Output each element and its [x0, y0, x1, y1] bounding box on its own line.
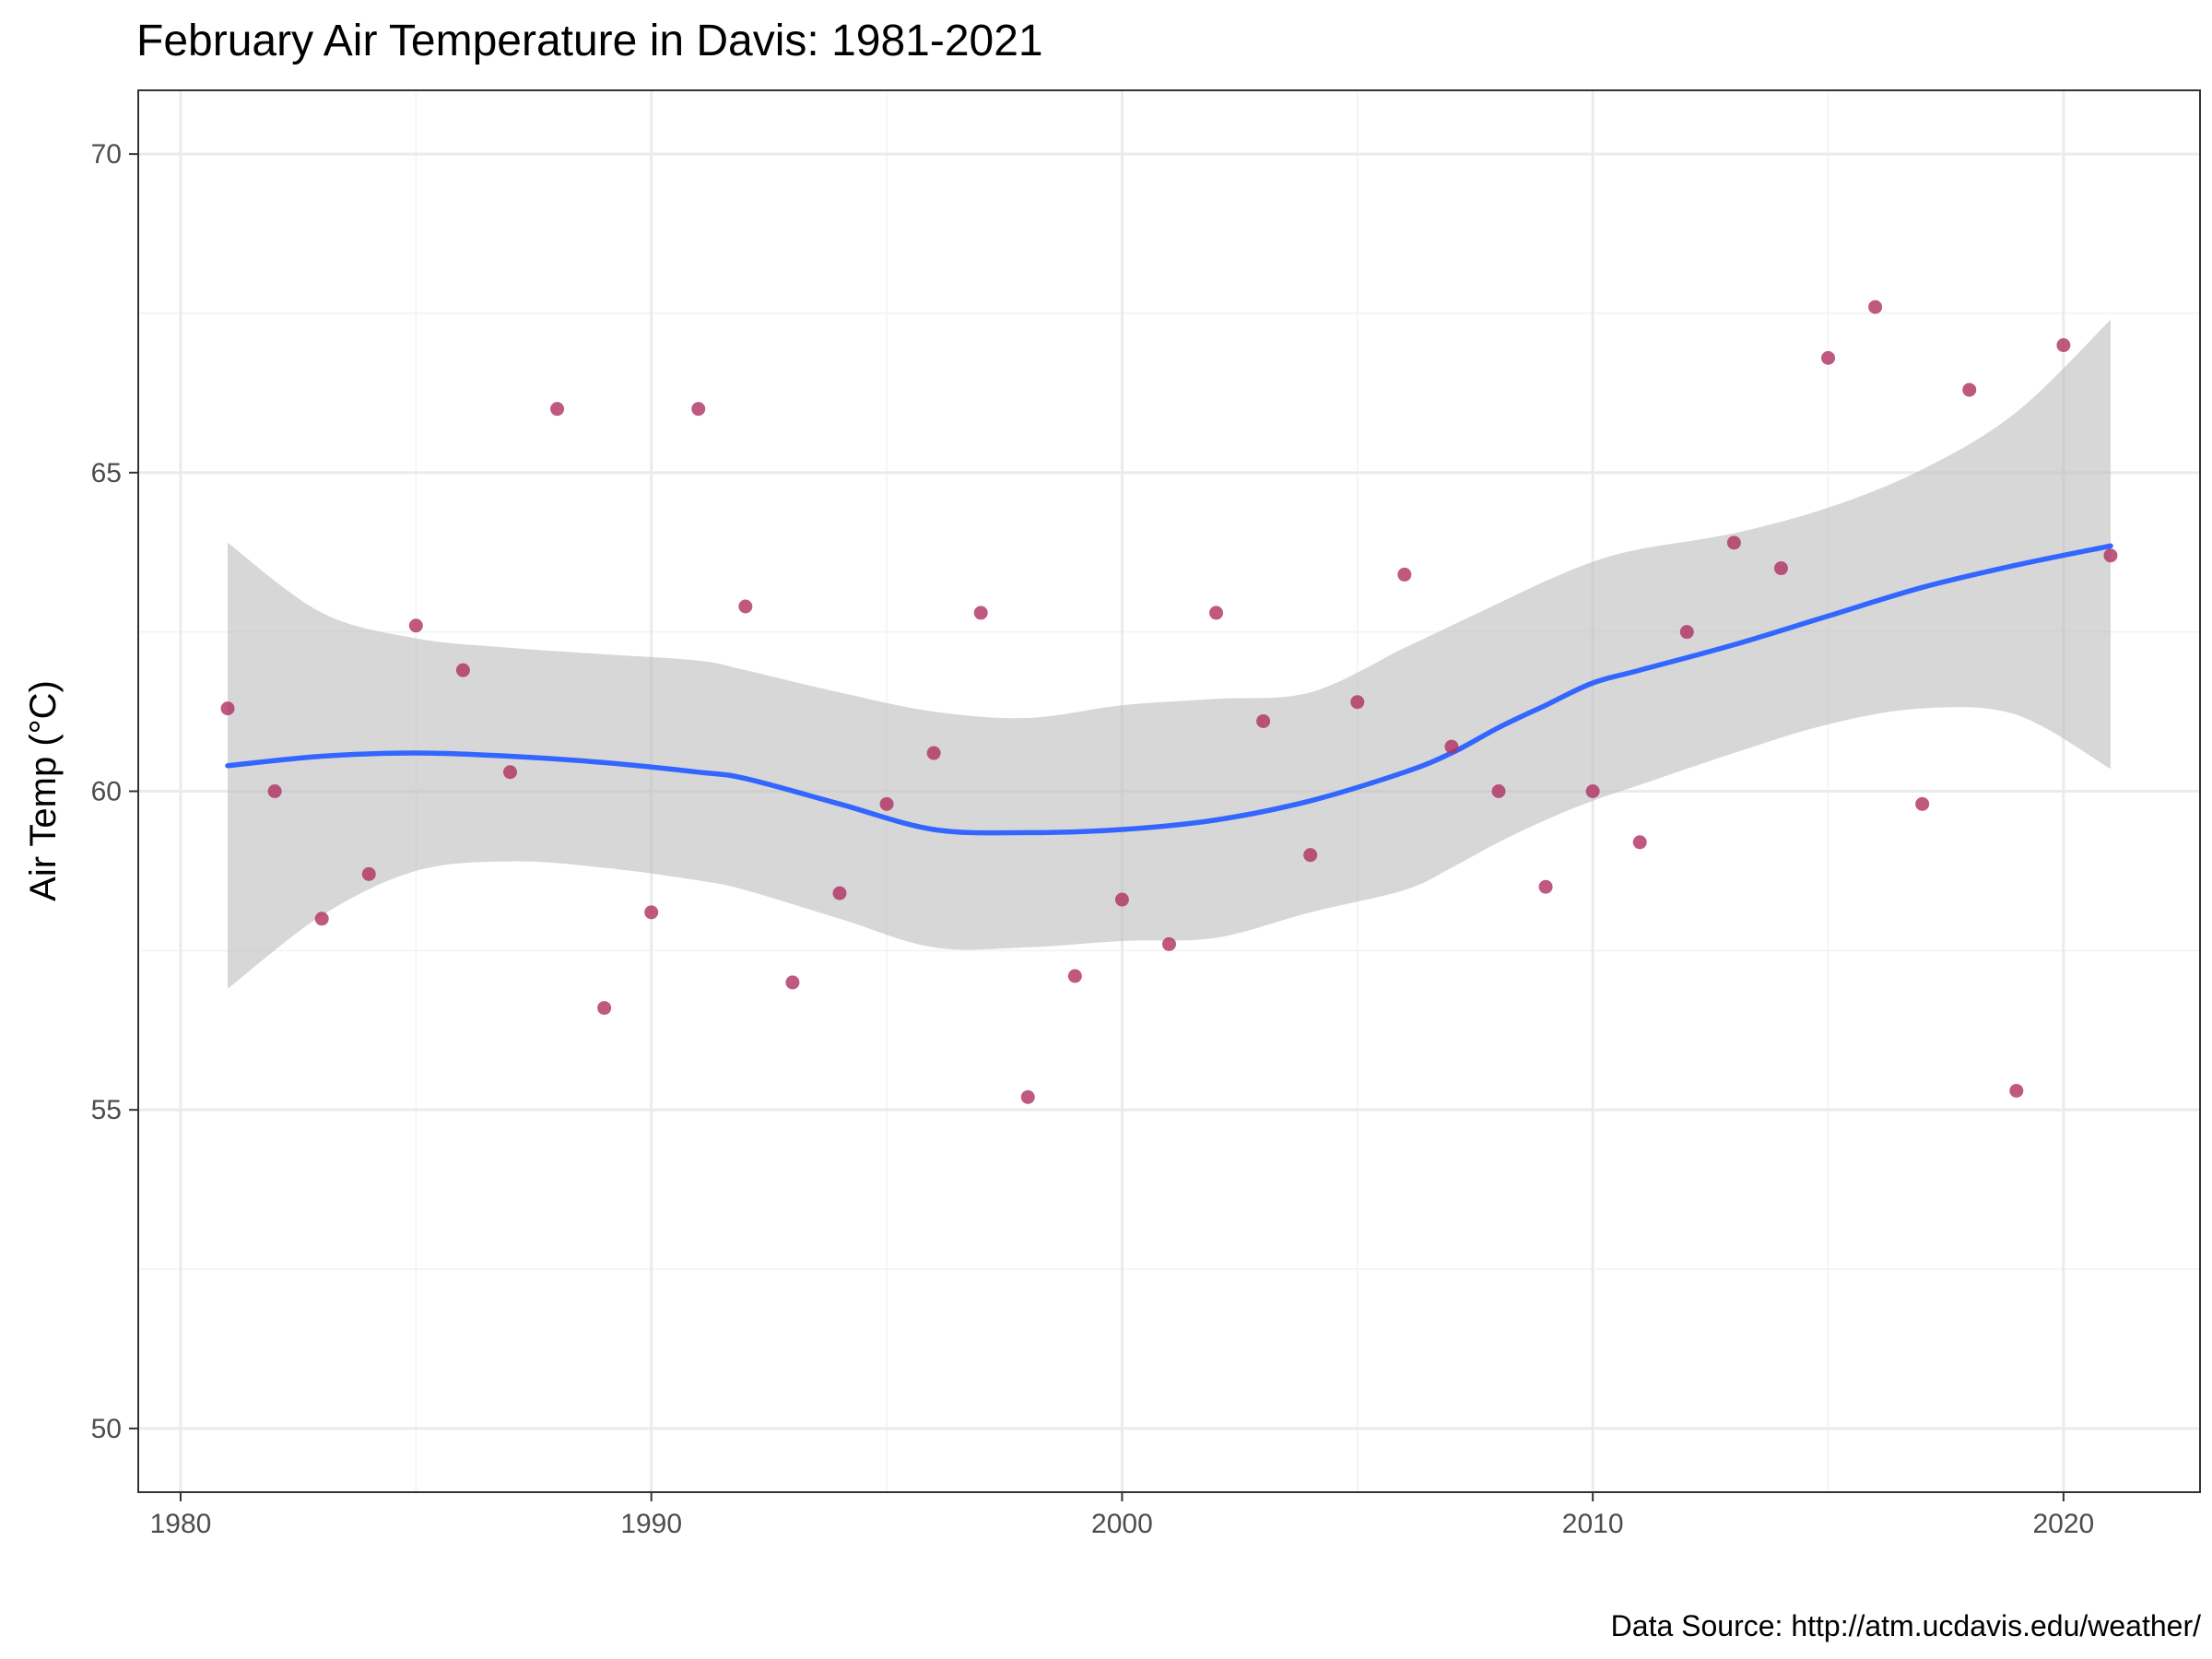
- x-tick-label: 1980: [150, 1509, 212, 1539]
- x-tick-label: 2020: [2033, 1509, 2095, 1539]
- data-point: [597, 1001, 612, 1016]
- confidence-ribbon: [228, 319, 2111, 989]
- y-tick-label: 50: [91, 1414, 122, 1444]
- chart-title: February Air Temperature in Davis: 1981-…: [136, 17, 1043, 65]
- data-point: [1726, 535, 1741, 550]
- data-point: [2009, 1083, 2024, 1098]
- y-tick-label: 55: [91, 1095, 122, 1125]
- x-tick-label: 2000: [1091, 1509, 1153, 1539]
- data-point: [314, 912, 329, 926]
- data-point: [2103, 548, 2118, 563]
- data-point: [1679, 625, 1694, 640]
- x-tick-label: 2010: [1562, 1509, 1624, 1539]
- data-point: [1209, 606, 1224, 620]
- data-point: [1962, 382, 1977, 397]
- data-point: [1114, 892, 1129, 907]
- data-point: [361, 866, 376, 881]
- data-point: [502, 765, 517, 780]
- data-point: [785, 975, 800, 990]
- data-point: [1632, 835, 1647, 850]
- data-point: [455, 663, 470, 677]
- x-axis: 1980 1990 2000 2010 2020: [150, 1492, 2095, 1539]
- data-point: [691, 402, 706, 417]
- data-point: [1915, 796, 1930, 811]
- data-point: [1067, 969, 1082, 983]
- data-point: [267, 784, 282, 798]
- data-point: [1868, 300, 1883, 314]
- data-point: [1256, 713, 1271, 728]
- data-point: [1350, 695, 1365, 710]
- data-point: [1773, 561, 1788, 576]
- data-points: [220, 300, 2118, 1104]
- data-point: [1303, 848, 1318, 863]
- data-point: [2056, 338, 2071, 353]
- y-axis-title: Air Temp (°C): [23, 680, 64, 901]
- data-point: [550, 402, 565, 417]
- data-point: [738, 599, 753, 614]
- data-point: [220, 701, 235, 716]
- data-source-caption: Data Source: http://atm.ucdavis.edu/weat…: [1611, 1609, 2201, 1642]
- data-point: [644, 905, 659, 920]
- data-point: [1397, 567, 1412, 582]
- data-point: [879, 796, 894, 811]
- data-point: [1444, 739, 1459, 754]
- y-tick-label: 65: [91, 458, 122, 488]
- data-point: [1162, 936, 1176, 951]
- data-point: [832, 886, 847, 900]
- data-point: [1585, 784, 1600, 798]
- data-point: [1491, 784, 1506, 798]
- y-axis: 50 55 60 65 70: [91, 139, 138, 1444]
- data-point: [1020, 1089, 1035, 1104]
- data-point: [408, 618, 423, 633]
- data-point: [973, 606, 988, 620]
- y-tick-label: 60: [91, 777, 122, 807]
- data-point: [1821, 350, 1836, 365]
- data-point: [926, 746, 941, 760]
- y-tick-label: 70: [91, 139, 122, 170]
- smooth-trend-line: [225, 543, 2113, 836]
- x-tick-label: 1990: [620, 1509, 682, 1539]
- data-point: [1538, 879, 1553, 894]
